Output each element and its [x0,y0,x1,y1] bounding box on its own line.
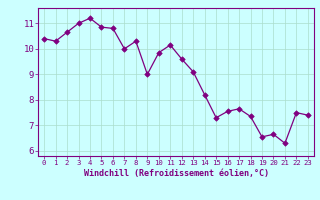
X-axis label: Windchill (Refroidissement éolien,°C): Windchill (Refroidissement éolien,°C) [84,169,268,178]
